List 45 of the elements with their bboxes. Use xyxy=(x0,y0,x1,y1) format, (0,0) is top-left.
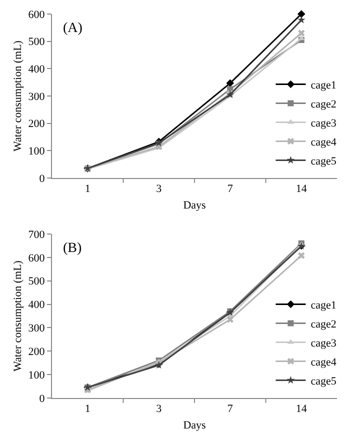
point xyxy=(297,10,306,18)
x-tick-label: 3 xyxy=(156,403,162,416)
y-tick-label: 0 xyxy=(39,392,46,405)
y-tick-label: 600 xyxy=(28,252,46,264)
legend-label: cage4 xyxy=(310,356,337,369)
point xyxy=(226,316,234,323)
y-axis-title: Water consumption (mL) xyxy=(12,260,24,372)
point xyxy=(297,16,306,24)
x-tick-label: 7 xyxy=(227,403,234,416)
y-tick-label: 200 xyxy=(28,118,46,130)
y-tick-label: 0 xyxy=(39,172,46,185)
x-tick-label: 1 xyxy=(84,403,90,416)
y-tick-label: 500 xyxy=(28,36,46,48)
y-tick-label: 100 xyxy=(28,369,46,382)
y-tick-label: 400 xyxy=(28,299,46,312)
x-tick-label: 3 xyxy=(156,183,162,196)
y-tick-label: 400 xyxy=(28,64,46,76)
y-tick-label: 300 xyxy=(28,90,46,103)
x-tick-label: 7 xyxy=(227,183,234,196)
legend-label: cage5 xyxy=(310,376,337,388)
y-tick-label: 600 xyxy=(28,8,46,21)
y-tick-label: 500 xyxy=(28,276,46,288)
legend-label: cage1 xyxy=(310,300,336,312)
legend-label: cage2 xyxy=(310,98,336,111)
legend-label: cage2 xyxy=(310,318,336,331)
y-tick-label: 100 xyxy=(28,146,46,158)
x-axis-title: Days xyxy=(183,199,206,212)
point xyxy=(226,79,234,88)
x-axis-title: Days xyxy=(183,419,206,432)
y-tick-label: 300 xyxy=(28,322,46,335)
y-axis-title: Water consumption (mL) xyxy=(12,40,24,152)
point xyxy=(298,30,305,37)
annotation: (A) xyxy=(63,21,83,36)
annotation: (B) xyxy=(63,241,82,256)
legend-label: cage3 xyxy=(310,338,337,350)
point xyxy=(298,252,305,259)
legend-label: cage4 xyxy=(310,136,337,149)
x-tick-label: 14 xyxy=(296,183,308,196)
legend-label: cage1 xyxy=(310,80,336,92)
x-tick-label: 14 xyxy=(296,403,308,416)
legend-label: cage3 xyxy=(310,118,337,130)
legend-label: cage5 xyxy=(310,156,337,168)
y-tick-label: 200 xyxy=(28,346,46,358)
y-tick-label: 700 xyxy=(28,228,46,241)
x-tick-label: 1 xyxy=(84,183,90,196)
